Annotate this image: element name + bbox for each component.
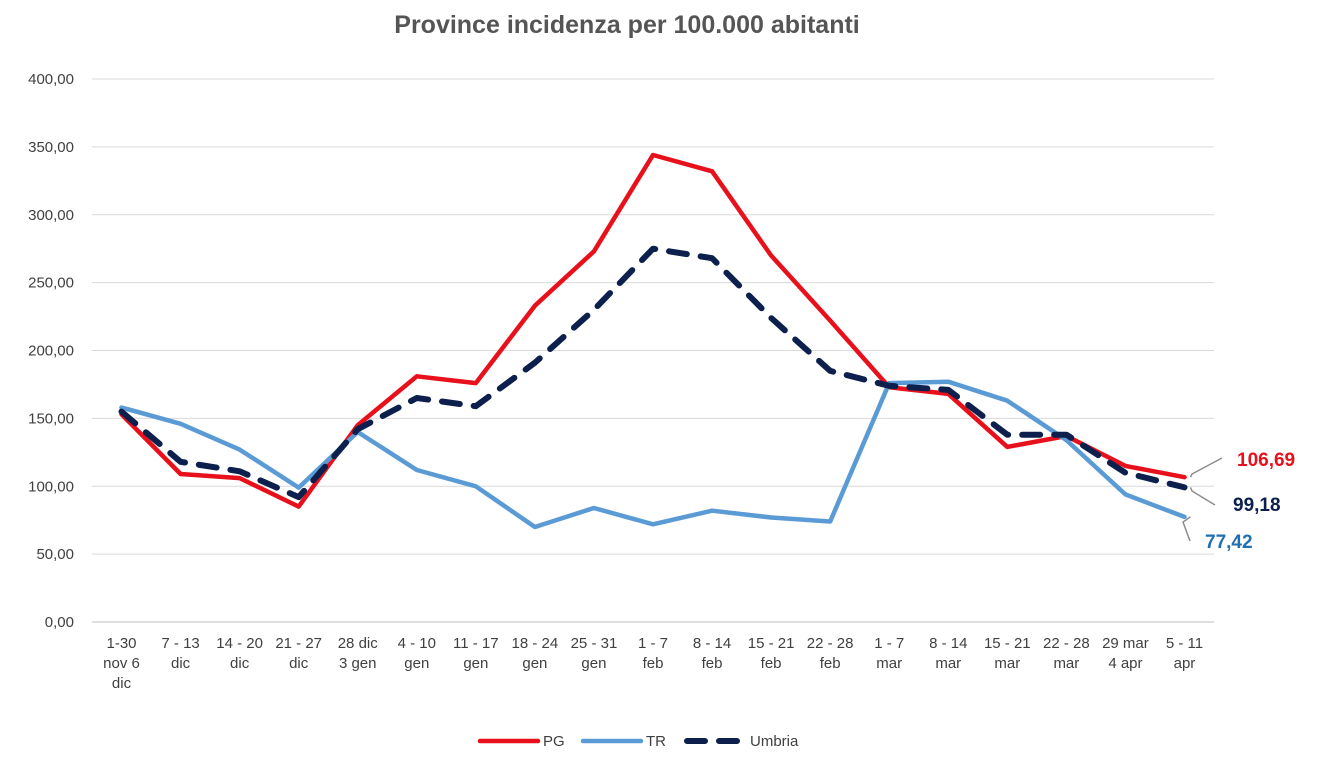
x-tick-label: 7 - 13 dic [161,635,199,672]
legend-item-umbria: Umbria [684,733,799,750]
series-line-pg [119,152,1187,509]
x-tick-label: 29 mar 4 apr [1102,635,1149,672]
x-tick-label: 22 - 28 mar [1043,635,1090,672]
y-tick-label: 250,00 [28,275,74,292]
x-tick-label: 25 - 31 gen [571,635,618,672]
x-tick-label: 11 - 17 gen [453,635,499,672]
gridlines [92,78,1214,623]
legend-item-pg: PG [477,733,565,750]
x-tick-label: 21 - 27 dic [275,635,322,672]
leader-line [1189,457,1223,478]
y-axis: 0,00 50,00 100,00 150,00 200,00 250,00 300,00 3… [28,71,74,631]
x-tick-label: 22 - 28 feb [807,635,854,672]
x-tick-label: 18 - 24 gen [512,635,559,672]
end-label-umbria: 99,18 [1233,495,1281,516]
end-label-pg: 106,69 [1237,450,1295,471]
y-tick-label: 350,00 [28,139,74,156]
x-tick-label: 28 dic 3 gen [338,635,379,672]
x-tick-label: 8 - 14 feb [693,635,731,672]
x-axis: 1-30 nov 6 dic 7 - 13 dic 14 - 20 dic 21 - 27 di… [103,635,1203,692]
legend: PG TR Umbria [477,733,799,750]
y-tick-label: 0,00 [45,614,74,631]
legend-item-tr: TR [580,733,666,750]
x-tick-label: 1 - 7 feb [638,635,668,672]
series-line-umbria [118,245,1188,501]
chart-title: Province incidenza per 100.000 abitanti [394,11,859,39]
leader-line [1189,487,1216,506]
x-tick-label: 4 - 10 gen [398,635,436,672]
x-tick-label: 8 - 14 mar [929,635,967,672]
y-tick-label: 200,00 [28,343,74,360]
leader-line [1182,516,1191,542]
legend-label: PG [543,733,565,750]
x-tick-label: 15 - 21 mar [984,635,1031,672]
y-tick-label: 300,00 [28,207,74,224]
end-label-tr: 77,42 [1205,532,1253,553]
series-line-tr [119,379,1187,530]
legend-label: TR [646,733,666,750]
legend-label: Umbria [750,733,799,750]
y-tick-label: 150,00 [28,410,74,427]
y-tick-label: 100,00 [28,478,74,495]
x-tick-label: 1 - 7 mar [874,635,904,672]
x-tick-label: 1-30 nov 6 dic [103,635,140,692]
x-tick-label: 15 - 21 feb [748,635,795,672]
x-tick-label: 5 - 11 apr [1166,635,1203,672]
y-tick-label: 400,00 [28,71,74,88]
y-tick-label: 50,00 [36,546,74,563]
x-tick-label: 14 - 20 dic [216,635,263,672]
end-labels: 106,69 77,42 99,18 [1182,450,1295,553]
series-lines [118,152,1188,530]
